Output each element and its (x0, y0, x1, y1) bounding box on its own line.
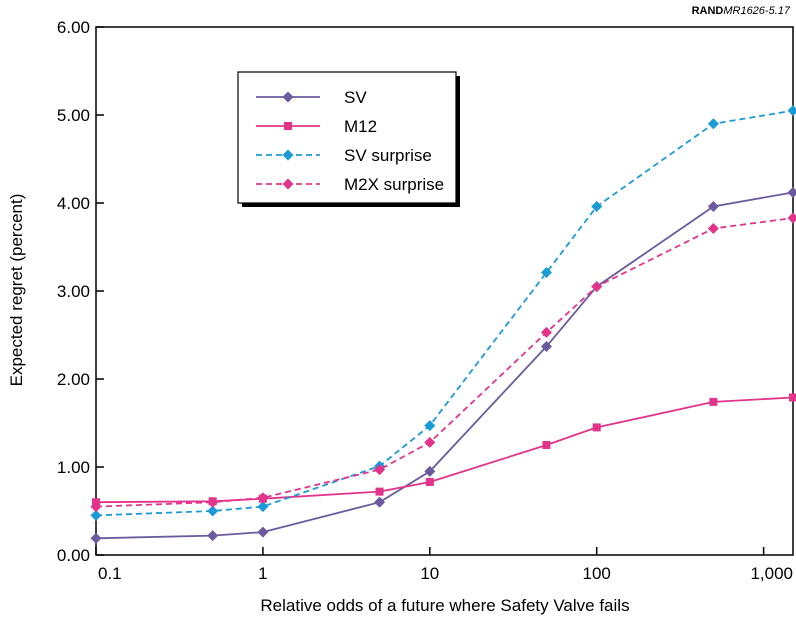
data-point (207, 530, 219, 542)
y-tick-label: 3.00 (57, 282, 90, 301)
y-axis-title: Expected regret (percent) (7, 194, 26, 387)
data-point (707, 118, 719, 130)
data-point (540, 267, 552, 279)
data-point (707, 223, 719, 235)
data-point (707, 201, 719, 213)
y-tick-label: 0.00 (57, 546, 90, 565)
y-tick-label: 5.00 (57, 106, 90, 125)
x-tick-label: 1,000 (750, 564, 793, 583)
data-point (591, 201, 603, 213)
source-label-bold: RAND (692, 5, 724, 17)
legend-label: SV surprise (344, 146, 432, 165)
x-tick-label: 100 (583, 564, 611, 583)
data-point (207, 496, 219, 508)
series-sv-surprise (90, 105, 796, 521)
legend-marker (282, 149, 294, 161)
data-point (787, 105, 796, 117)
data-point (90, 532, 102, 544)
data-point (257, 501, 269, 513)
data-point (207, 505, 219, 517)
y-tick-label: 6.00 (57, 18, 90, 37)
series-sv (90, 186, 796, 544)
legend: SV M12 SV surprise M2X surprise (237, 71, 460, 207)
data-point (257, 526, 269, 538)
data-point (424, 420, 436, 432)
data-point (90, 509, 102, 521)
data-point (425, 477, 434, 486)
data-point (374, 464, 386, 476)
data-point (375, 487, 384, 496)
legend-marker (284, 122, 292, 130)
data-point (374, 496, 386, 508)
series-m12 (92, 393, 796, 507)
series-group (90, 105, 796, 544)
data-point (257, 492, 269, 504)
legend-marker (282, 91, 294, 103)
y-tick-label: 1.00 (57, 458, 90, 477)
x-tick-label: 1 (258, 564, 267, 583)
data-point (90, 501, 102, 513)
legend-label: M12 (344, 117, 377, 136)
axis-ticks: 0.00 1.00 2.00 3.00 4.00 5.00 6.00 0.1 1 10 100 1,0… (57, 18, 793, 583)
x-tick-label: 0.1 (98, 564, 122, 583)
series-line (95, 396, 794, 504)
data-point (424, 436, 436, 448)
legend-label: SV (344, 88, 367, 107)
data-point (424, 465, 436, 477)
legend-box (237, 71, 457, 204)
legend-marker (282, 178, 294, 190)
series-line (95, 217, 794, 508)
legend-label: M2X surprise (344, 175, 444, 194)
data-point (542, 441, 551, 449)
x-axis-title: Relative odds of a future where Safety V… (260, 596, 629, 615)
y-tick-label: 2.00 (57, 370, 90, 389)
series-line (95, 191, 794, 540)
data-point (540, 340, 552, 352)
y-tick-label: 4.00 (57, 194, 90, 213)
source-label-italic: MR1626-5.17 (723, 5, 791, 17)
data-point (789, 393, 796, 402)
series-m2x-surprise (90, 212, 796, 513)
source-label: RANDMR1626-5.17 (692, 5, 791, 17)
data-point (591, 281, 603, 293)
data-point (787, 186, 796, 198)
data-point (787, 212, 796, 224)
data-point (592, 423, 601, 432)
data-point (540, 326, 552, 338)
x-tick-label: 10 (420, 564, 439, 583)
data-point (709, 397, 718, 406)
